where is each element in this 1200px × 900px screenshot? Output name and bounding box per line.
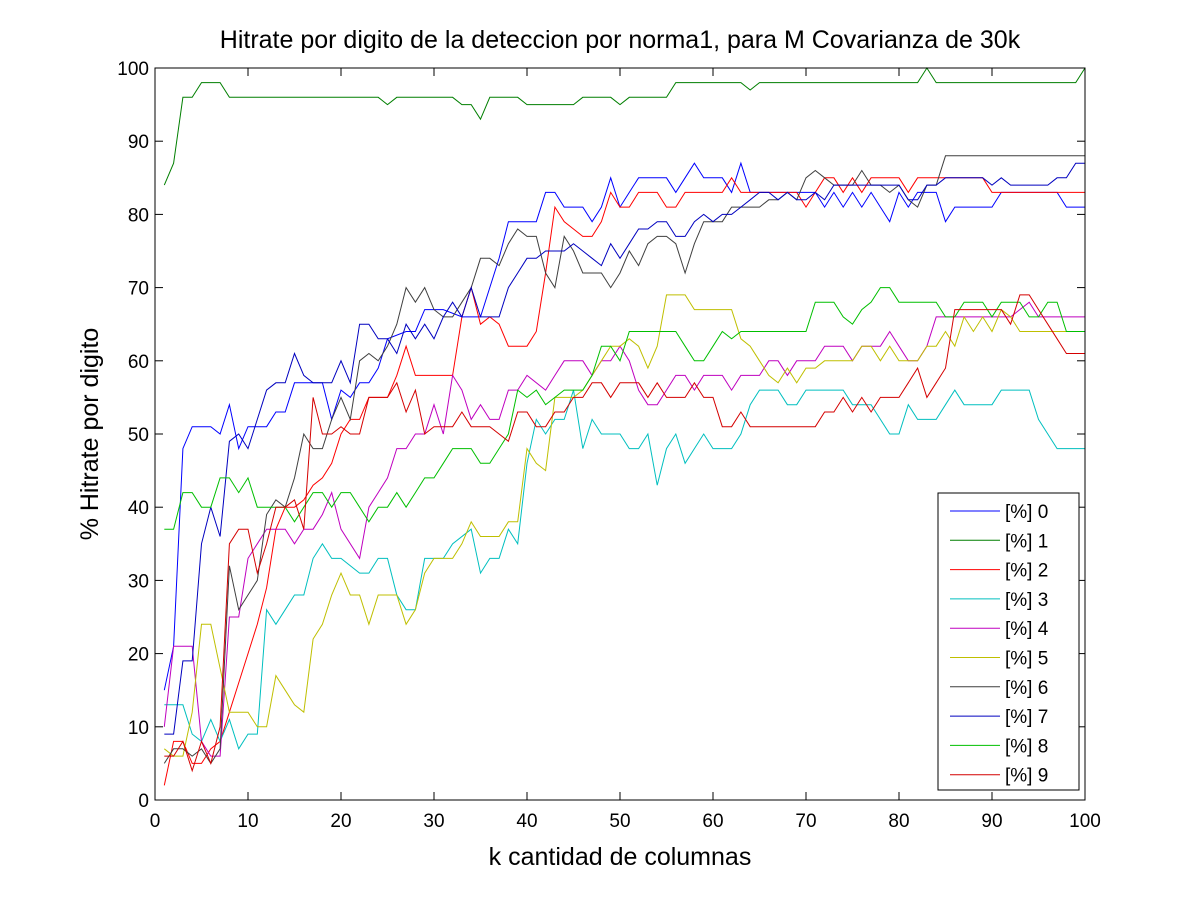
y-tick-label-10: 100 (117, 59, 149, 80)
y-tick-label-1: 10 (128, 718, 149, 739)
legend-label-3: [%] 3 (1005, 590, 1048, 611)
chart-title: Hitrate por digito de la deteccion por n… (220, 26, 1021, 54)
legend-entries: [%] 0 [%] 1 [%] 2 [%] 3 [%] 4 [%] 5 [%] 6 [%] 7… (950, 502, 1049, 787)
x-tick-label-10: 100 (1069, 811, 1101, 832)
legend-label-7: [%] 7 (1005, 707, 1048, 728)
legend-label-6: [%] 6 (1005, 678, 1048, 699)
x-tick-label-0: 0 (150, 811, 161, 832)
series-line-7 (164, 162, 1085, 735)
series-line-5 (163, 294, 1085, 757)
x-tick-label-2: 20 (330, 811, 351, 832)
y-tick-label-7: 70 (128, 279, 149, 300)
y-tick-label-4: 40 (128, 498, 149, 519)
legend-label-5: [%] 5 (1005, 649, 1048, 670)
x-tick-label-7: 70 (795, 811, 816, 832)
y-tick-label-9: 90 (128, 132, 149, 153)
x-tick-label-6: 60 (702, 811, 723, 832)
y-tick-label-6: 60 (128, 352, 149, 373)
y-tick-label-8: 80 (128, 205, 149, 226)
x-axis-label: k cantidad de columnas (489, 843, 752, 871)
legend-label-2: [%] 2 (1005, 561, 1048, 582)
series-line-1 (163, 67, 1086, 186)
legend: [%] 0 [%] 1 [%] 2 [%] 3 [%] 4 [%] 5 [%] 6 [%] 7… (937, 492, 1080, 791)
series-layer (163, 67, 1086, 786)
legend-label-1: [%] 1 (1005, 531, 1048, 552)
x-tick-label-9: 90 (981, 811, 1002, 832)
x-tick-label-1: 10 (237, 811, 258, 832)
legend-label-4: [%] 4 (1005, 619, 1049, 640)
y-axis-label: % Hitrate por digito (76, 328, 104, 541)
x-tick-label-8: 80 (888, 811, 909, 832)
ticks-layer: 0 10 20 30 40 50 60 70 80 90 100 0 10 20 30 40 50 60 70 80 9… (117, 59, 1101, 832)
x-tick-label-4: 40 (516, 811, 537, 832)
legend-label-0: [%] 0 (1005, 502, 1048, 523)
y-tick-label-5: 50 (128, 425, 149, 446)
y-tick-label-2: 20 (128, 645, 149, 666)
legend-label-9: [%] 9 (1005, 766, 1048, 787)
y-tick-label-3: 30 (128, 571, 149, 592)
legend-box (937, 492, 1080, 791)
x-tick-label-3: 30 (423, 811, 444, 832)
series-line-2 (163, 176, 1085, 786)
series-line-8 (164, 287, 1085, 530)
x-tick-label-5: 50 (609, 811, 630, 832)
y-tick-label-0: 0 (138, 791, 149, 812)
series-line-3 (164, 389, 1085, 750)
series-line-9 (164, 294, 1085, 773)
legend-label-8: [%] 8 (1005, 736, 1048, 757)
